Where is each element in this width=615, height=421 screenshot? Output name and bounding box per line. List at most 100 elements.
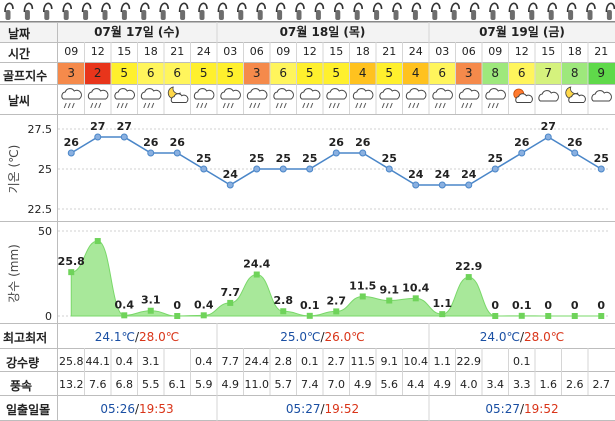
minmax-value: 24.1℃/28.0℃ — [94, 330, 180, 344]
temp-data-label: 24 — [223, 168, 239, 181]
temp-data-label: 26 — [514, 136, 530, 149]
wind-speed-cell: 4.4 — [407, 378, 425, 391]
temp-data-label: 26 — [329, 136, 345, 149]
wind-speed-cell: 2.6 — [566, 378, 584, 391]
minmax-label: 최고최저 — [3, 331, 48, 345]
wind-speed-cell: 4.9 — [221, 378, 240, 391]
hour-cell: 09 — [488, 45, 503, 58]
golf-index-cell: 5 — [217, 62, 244, 84]
temp-point — [412, 181, 420, 189]
sunrise-sunset-value: 05:27/19:52 — [485, 402, 559, 416]
rain-data-label: 0 — [544, 299, 552, 312]
temp-point — [491, 165, 499, 173]
rain-amount-cell: 2.8 — [274, 355, 293, 368]
wind-speed-cell: 4.9 — [354, 378, 372, 391]
minmax-value: 25.0℃/26.0℃ — [280, 330, 365, 344]
rain-point — [359, 293, 366, 300]
wind-speed-cell: 5.5 — [142, 378, 160, 391]
rain-data-label: 24.4 — [243, 258, 270, 271]
weather-forecast-table: 날짜 시간 골프지수 날씨 최고최저 강수량 풍속 일출일몰 07월 17일 (… — [0, 22, 615, 421]
temp-data-label: 27 — [541, 120, 556, 133]
temp-data-label: 25 — [594, 152, 609, 165]
temp-data-label: 26 — [170, 136, 186, 149]
rain-cloud-icon — [193, 88, 215, 109]
rain-amount-cell: 3.1 — [142, 355, 160, 368]
wind-speed-cell: 5.9 — [195, 378, 213, 391]
rain-point — [68, 269, 75, 276]
rain-point — [545, 313, 552, 319]
date-row — [0, 22, 615, 42]
temp-point — [253, 165, 261, 173]
rain-point — [200, 312, 207, 319]
rain-amount-cell: 24.4 — [244, 355, 270, 368]
hour-cell: 18 — [355, 45, 370, 58]
hour-cell: 21 — [594, 45, 609, 58]
temp-tick-label: 27.5 — [28, 123, 53, 136]
rain-data-label: 0.4 — [115, 298, 135, 311]
temp-point — [518, 149, 526, 157]
temp-point — [226, 181, 234, 189]
hour-cell: 12 — [514, 45, 529, 58]
temp-data-label: 27 — [117, 120, 132, 133]
rain-data-label: 2.8 — [274, 294, 294, 307]
temp-data-label: 26 — [355, 136, 371, 149]
rain-cloud-icon — [458, 88, 480, 109]
wind-speed-cell: 6.1 — [168, 378, 187, 391]
partly-cloudy-icon — [513, 88, 533, 104]
weather-icons — [61, 86, 612, 109]
rain-data-label: 0 — [571, 299, 579, 312]
rain-data-label: 0.1 — [512, 299, 532, 312]
temp-data-label: 25 — [276, 152, 291, 165]
golf-index-cell: 7 — [535, 62, 562, 84]
rain-data-label: 25.8 — [58, 255, 85, 268]
temp-axis-label: 기온 (℃) — [7, 145, 21, 194]
golf-index-cell: 8 — [561, 62, 588, 84]
rain-data-label: 11.5 — [349, 279, 376, 292]
golf-index-cell: 6 — [164, 62, 191, 84]
rain-data-label: 0 — [597, 299, 605, 312]
rain-cloud-icon — [432, 88, 453, 109]
wind-speed-cell: 6.8 — [115, 378, 134, 391]
rain-point — [306, 312, 313, 319]
golf-index-cell: 5 — [190, 62, 217, 84]
rain-cloud-icon — [140, 88, 162, 109]
hour-cell: 24 — [408, 45, 423, 58]
rain-cloud-icon — [114, 88, 135, 109]
cloudy-icon — [538, 90, 559, 102]
rain-data-label: 10.4 — [402, 281, 429, 294]
rain-point — [439, 311, 446, 318]
rain-amount-cell: 2.7 — [327, 355, 346, 368]
wind-speed-cell: 11.0 — [244, 378, 270, 391]
temp-point — [359, 149, 367, 157]
wind-speed-cell: 7.4 — [301, 378, 319, 391]
wind-speed-cell: 3.4 — [486, 378, 505, 391]
golf-index-cell: 6 — [137, 62, 164, 84]
golf-index-cell: 5 — [111, 62, 138, 84]
temp-tick-label: 22.5 — [28, 203, 53, 216]
hour-cell: 12 — [90, 45, 105, 58]
temp-point — [147, 149, 155, 157]
rain-cloud-icon — [61, 88, 82, 109]
rain-amount-cell: 11.5 — [350, 355, 376, 368]
partly-cloudy-night-icon — [565, 86, 586, 104]
hour-cell: 09 — [64, 45, 79, 58]
golf-index-cell: 3 — [243, 62, 270, 84]
date-label: 날짜 — [8, 27, 31, 41]
temperature-chart: 22.5 25 27.5 기온 (℃) 26 27 27 26 26 25 24 25 25 25 26 26… — [7, 120, 610, 216]
rain-cloud-icon — [379, 88, 400, 109]
rain-cloud-icon — [352, 88, 374, 109]
hour-cell: 06 — [461, 45, 476, 58]
temp-data-label: 26 — [64, 136, 80, 149]
hour-cell: 21 — [382, 45, 397, 58]
wind-speed-cell: 5.6 — [380, 378, 399, 391]
hour-cell: 24 — [196, 45, 211, 58]
rain-cloud-icon — [326, 88, 347, 109]
rain-point — [253, 271, 260, 278]
wind-speed-cell: 7.0 — [327, 378, 346, 391]
wind-speed-cell: 5.7 — [274, 378, 293, 391]
temp-point — [385, 165, 393, 173]
rain-point — [492, 313, 499, 319]
temp-data-label: 27 — [90, 120, 105, 133]
temp-data-label: 25 — [382, 152, 397, 165]
hour-cell: 18 — [143, 45, 158, 58]
